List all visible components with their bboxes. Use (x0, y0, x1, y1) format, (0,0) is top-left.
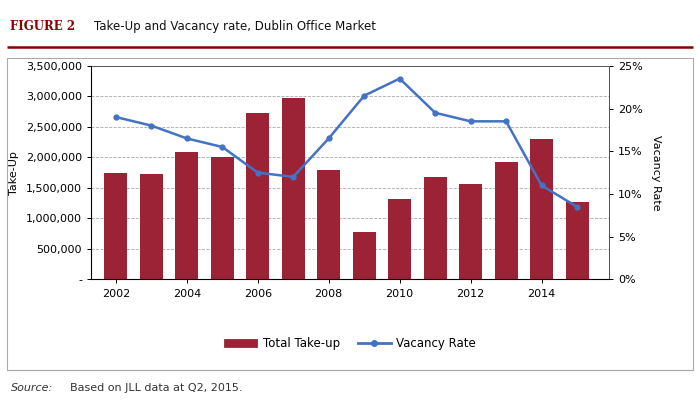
Line: Vacancy Rate: Vacancy Rate (113, 76, 580, 209)
Vacancy Rate (538, 183, 546, 188)
Bar (388, 199, 411, 279)
Bar (281, 97, 304, 279)
Text: Source:: Source: (10, 383, 52, 393)
Bar (495, 162, 517, 279)
Vacancy Rate (253, 170, 262, 175)
Bar (246, 113, 270, 279)
Vacancy Rate (466, 119, 475, 124)
Vacancy Rate (183, 136, 191, 141)
Text: Based on JLL data at Q2, 2015.: Based on JLL data at Q2, 2015. (70, 383, 242, 393)
Vacancy Rate (360, 93, 368, 98)
Bar (353, 232, 376, 279)
Vacancy Rate (325, 136, 333, 141)
Text: Take-Up and Vacancy rate, Dublin Office Market: Take-Up and Vacancy rate, Dublin Office … (94, 20, 377, 33)
Vacancy Rate (111, 115, 120, 120)
Bar (566, 202, 589, 279)
Vacancy Rate (147, 123, 155, 128)
Y-axis label: Take-Up: Take-Up (9, 151, 19, 194)
Y-axis label: Vacancy Rate: Vacancy Rate (651, 135, 661, 210)
Bar (317, 170, 340, 279)
Vacancy Rate (395, 76, 404, 81)
Vacancy Rate (573, 204, 581, 209)
Bar (175, 152, 198, 279)
Vacancy Rate (289, 174, 298, 179)
Bar (211, 157, 234, 279)
Bar (140, 174, 163, 279)
Vacancy Rate (502, 119, 510, 124)
Bar (424, 177, 447, 279)
Bar (459, 184, 482, 279)
Legend: Total Take-up, Vacancy Rate: Total Take-up, Vacancy Rate (219, 332, 481, 355)
Text: FIGURE 2: FIGURE 2 (10, 20, 76, 33)
Bar (530, 139, 553, 279)
Vacancy Rate (431, 110, 440, 115)
Vacancy Rate (218, 145, 227, 150)
Bar (104, 173, 127, 279)
